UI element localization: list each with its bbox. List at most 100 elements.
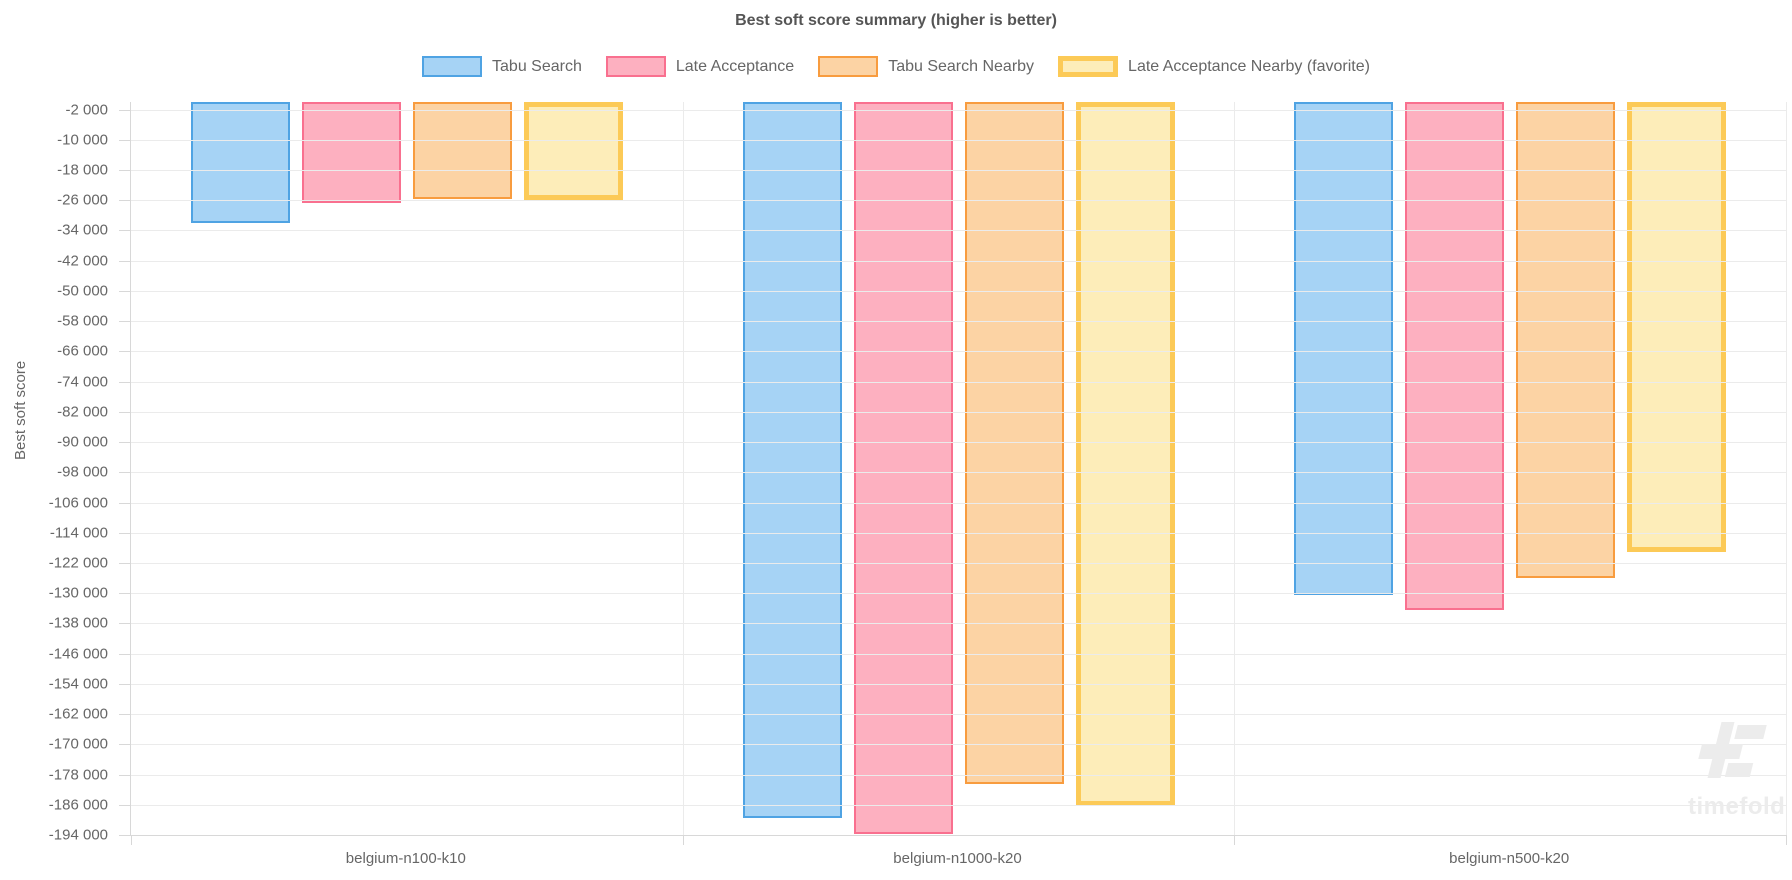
h-gridline bbox=[131, 683, 1786, 685]
h-gridline bbox=[131, 804, 1786, 806]
y-tick-label: -26 000 bbox=[57, 191, 108, 209]
h-gridline bbox=[131, 774, 1786, 776]
y-tick-label: -50 000 bbox=[57, 282, 108, 300]
y-tick-mark bbox=[119, 260, 131, 262]
bar-late-acceptance-nearby-favorite-belgium-n1000-k20[interactable] bbox=[1075, 102, 1175, 806]
y-tick-label: -162 000 bbox=[48, 705, 108, 723]
logo-upper-flag bbox=[1734, 725, 1767, 739]
h-gridline bbox=[131, 411, 1786, 413]
h-gridline bbox=[131, 502, 1786, 504]
legend-item-late-acceptance[interactable]: Late Acceptance bbox=[605, 56, 795, 77]
y-tick-mark bbox=[119, 502, 131, 504]
y-tick-label: -194 000 bbox=[48, 826, 108, 844]
bar-tabu-search-belgium-n100-k10[interactable] bbox=[190, 102, 290, 223]
bar-group-belgium-n1000-k20 bbox=[683, 102, 1235, 835]
v-gridline bbox=[1234, 102, 1236, 835]
y-tick-label: -66 000 bbox=[57, 342, 108, 360]
y-tick-label: -170 000 bbox=[48, 735, 108, 753]
legend-label-late-acceptance-nearby-favorite: Late Acceptance Nearby (favorite) bbox=[1128, 57, 1370, 75]
y-tick-mark bbox=[119, 653, 131, 655]
y-tick-label: -146 000 bbox=[48, 645, 108, 663]
y-tick-mark bbox=[119, 109, 131, 111]
h-gridline bbox=[131, 290, 1786, 292]
y-tick-label: -74 000 bbox=[57, 373, 108, 391]
v-gridline bbox=[682, 102, 684, 835]
timefold-watermark: timefold bbox=[1688, 720, 1786, 821]
y-tick-label: -2 000 bbox=[65, 101, 108, 119]
y-tick-label: -130 000 bbox=[48, 584, 108, 602]
legend-label-late-acceptance: Late Acceptance bbox=[675, 57, 795, 75]
y-tick-mark bbox=[119, 411, 131, 413]
y-tick-mark bbox=[119, 170, 131, 171]
bar-late-acceptance-belgium-n100-k10[interactable] bbox=[301, 102, 401, 203]
y-tick-label: -178 000 bbox=[48, 766, 108, 784]
chart-legend: Tabu Search Late Acceptance Tabu Search Ne… bbox=[0, 56, 1792, 77]
y-tick-mark bbox=[119, 200, 131, 202]
bar-tabu-search-nearby-belgium-n100-k10[interactable] bbox=[412, 102, 512, 199]
y-tick-mark bbox=[119, 290, 131, 292]
plot-area bbox=[119, 102, 1787, 845]
legend-label-tabu-search: Tabu Search bbox=[492, 57, 582, 75]
y-tick-label: -122 000 bbox=[48, 554, 108, 572]
h-gridline bbox=[131, 200, 1786, 202]
y-tick-label: -34 000 bbox=[57, 221, 108, 239]
h-gridline bbox=[131, 744, 1786, 746]
h-gridline bbox=[131, 321, 1786, 323]
watermark-text: timefold bbox=[1688, 793, 1786, 820]
h-gridline bbox=[131, 562, 1786, 564]
bar-late-acceptance-nearby-favorite-belgium-n100-k10[interactable] bbox=[523, 102, 623, 201]
y-tick-mark bbox=[119, 139, 131, 141]
y-tick-label: -90 000 bbox=[57, 433, 108, 451]
h-gridline bbox=[131, 170, 1786, 171]
y-tick-mark bbox=[119, 804, 131, 806]
bar-late-acceptance-nearby-favorite-belgium-n500-k20[interactable] bbox=[1627, 102, 1727, 552]
x-category-label-belgium-n100-k10: belgium-n100-k10 bbox=[345, 850, 466, 867]
y-tick-label: -18 000 bbox=[57, 161, 108, 179]
x-tick-mark bbox=[1786, 835, 1787, 845]
x-tick-mark bbox=[682, 835, 684, 845]
h-gridline bbox=[131, 653, 1786, 655]
y-tick-mark bbox=[119, 593, 131, 595]
bar-late-acceptance-belgium-n500-k20[interactable] bbox=[1405, 102, 1505, 611]
y-tick-label: -154 000 bbox=[48, 675, 108, 693]
bar-tabu-search-belgium-n500-k20[interactable] bbox=[1294, 102, 1394, 596]
legend-swatch-late-acceptance bbox=[605, 56, 666, 77]
h-gridline bbox=[131, 472, 1786, 474]
bar-tabu-search-belgium-n1000-k20[interactable] bbox=[742, 102, 842, 818]
y-tick-label: -138 000 bbox=[48, 614, 108, 632]
y-tick-label: -10 000 bbox=[57, 131, 108, 149]
legend-swatch-tabu-search bbox=[422, 56, 483, 77]
y-tick-mark bbox=[119, 562, 131, 564]
y-tick-mark bbox=[119, 714, 131, 716]
legend-label-tabu-search-nearby: Tabu Search Nearby bbox=[888, 57, 1035, 75]
y-tick-label: -106 000 bbox=[48, 494, 108, 511]
legend-item-tabu-search[interactable]: Tabu Search bbox=[422, 56, 582, 77]
legend-swatch-late-acceptance-nearby-favorite bbox=[1058, 56, 1119, 77]
x-category-label-belgium-n1000-k20: belgium-n1000-k20 bbox=[893, 850, 1022, 867]
v-gridline bbox=[1786, 102, 1787, 835]
y-tick-label: -186 000 bbox=[48, 796, 108, 814]
bar-late-acceptance-belgium-n1000-k20[interactable] bbox=[853, 102, 953, 835]
y-tick-label: -82 000 bbox=[57, 403, 108, 421]
bar-group-belgium-n500-k20 bbox=[1234, 102, 1786, 835]
h-gridline bbox=[131, 230, 1786, 232]
x-category-label-belgium-n500-k20: belgium-n500-k20 bbox=[1449, 850, 1570, 867]
legend-swatch-tabu-search-nearby bbox=[818, 56, 879, 77]
h-gridline bbox=[131, 593, 1786, 595]
y-tick-label: -114 000 bbox=[49, 524, 108, 542]
bar-tabu-search-nearby-belgium-n500-k20[interactable] bbox=[1516, 102, 1616, 579]
y-tick-mark bbox=[119, 381, 131, 383]
chart-title: Best soft score summary (higher is bette… bbox=[735, 12, 1057, 29]
x-axis-category-labels: belgium-n100-k10 belgium-n1000-k20 belgium… bbox=[130, 850, 1785, 867]
y-axis-tick-labels: -2 000 -10 000 -18 000 -26 000 -34 000 -42 00… bbox=[0, 101, 108, 843]
logo-cross-bar bbox=[1698, 744, 1744, 759]
y-tick-mark bbox=[119, 835, 131, 836]
legend-item-tabu-search-nearby[interactable]: Tabu Search Nearby bbox=[818, 56, 1034, 77]
y-tick-label: -42 000 bbox=[57, 252, 108, 270]
h-gridline bbox=[131, 351, 1786, 353]
legend-item-late-acceptance-nearby-favorite[interactable]: Late Acceptance Nearby (favorite) bbox=[1058, 56, 1370, 77]
y-tick-mark bbox=[119, 744, 131, 746]
y-tick-mark bbox=[119, 532, 131, 534]
timefold-logo-icon bbox=[1698, 722, 1767, 778]
x-tick-mark bbox=[131, 835, 132, 845]
